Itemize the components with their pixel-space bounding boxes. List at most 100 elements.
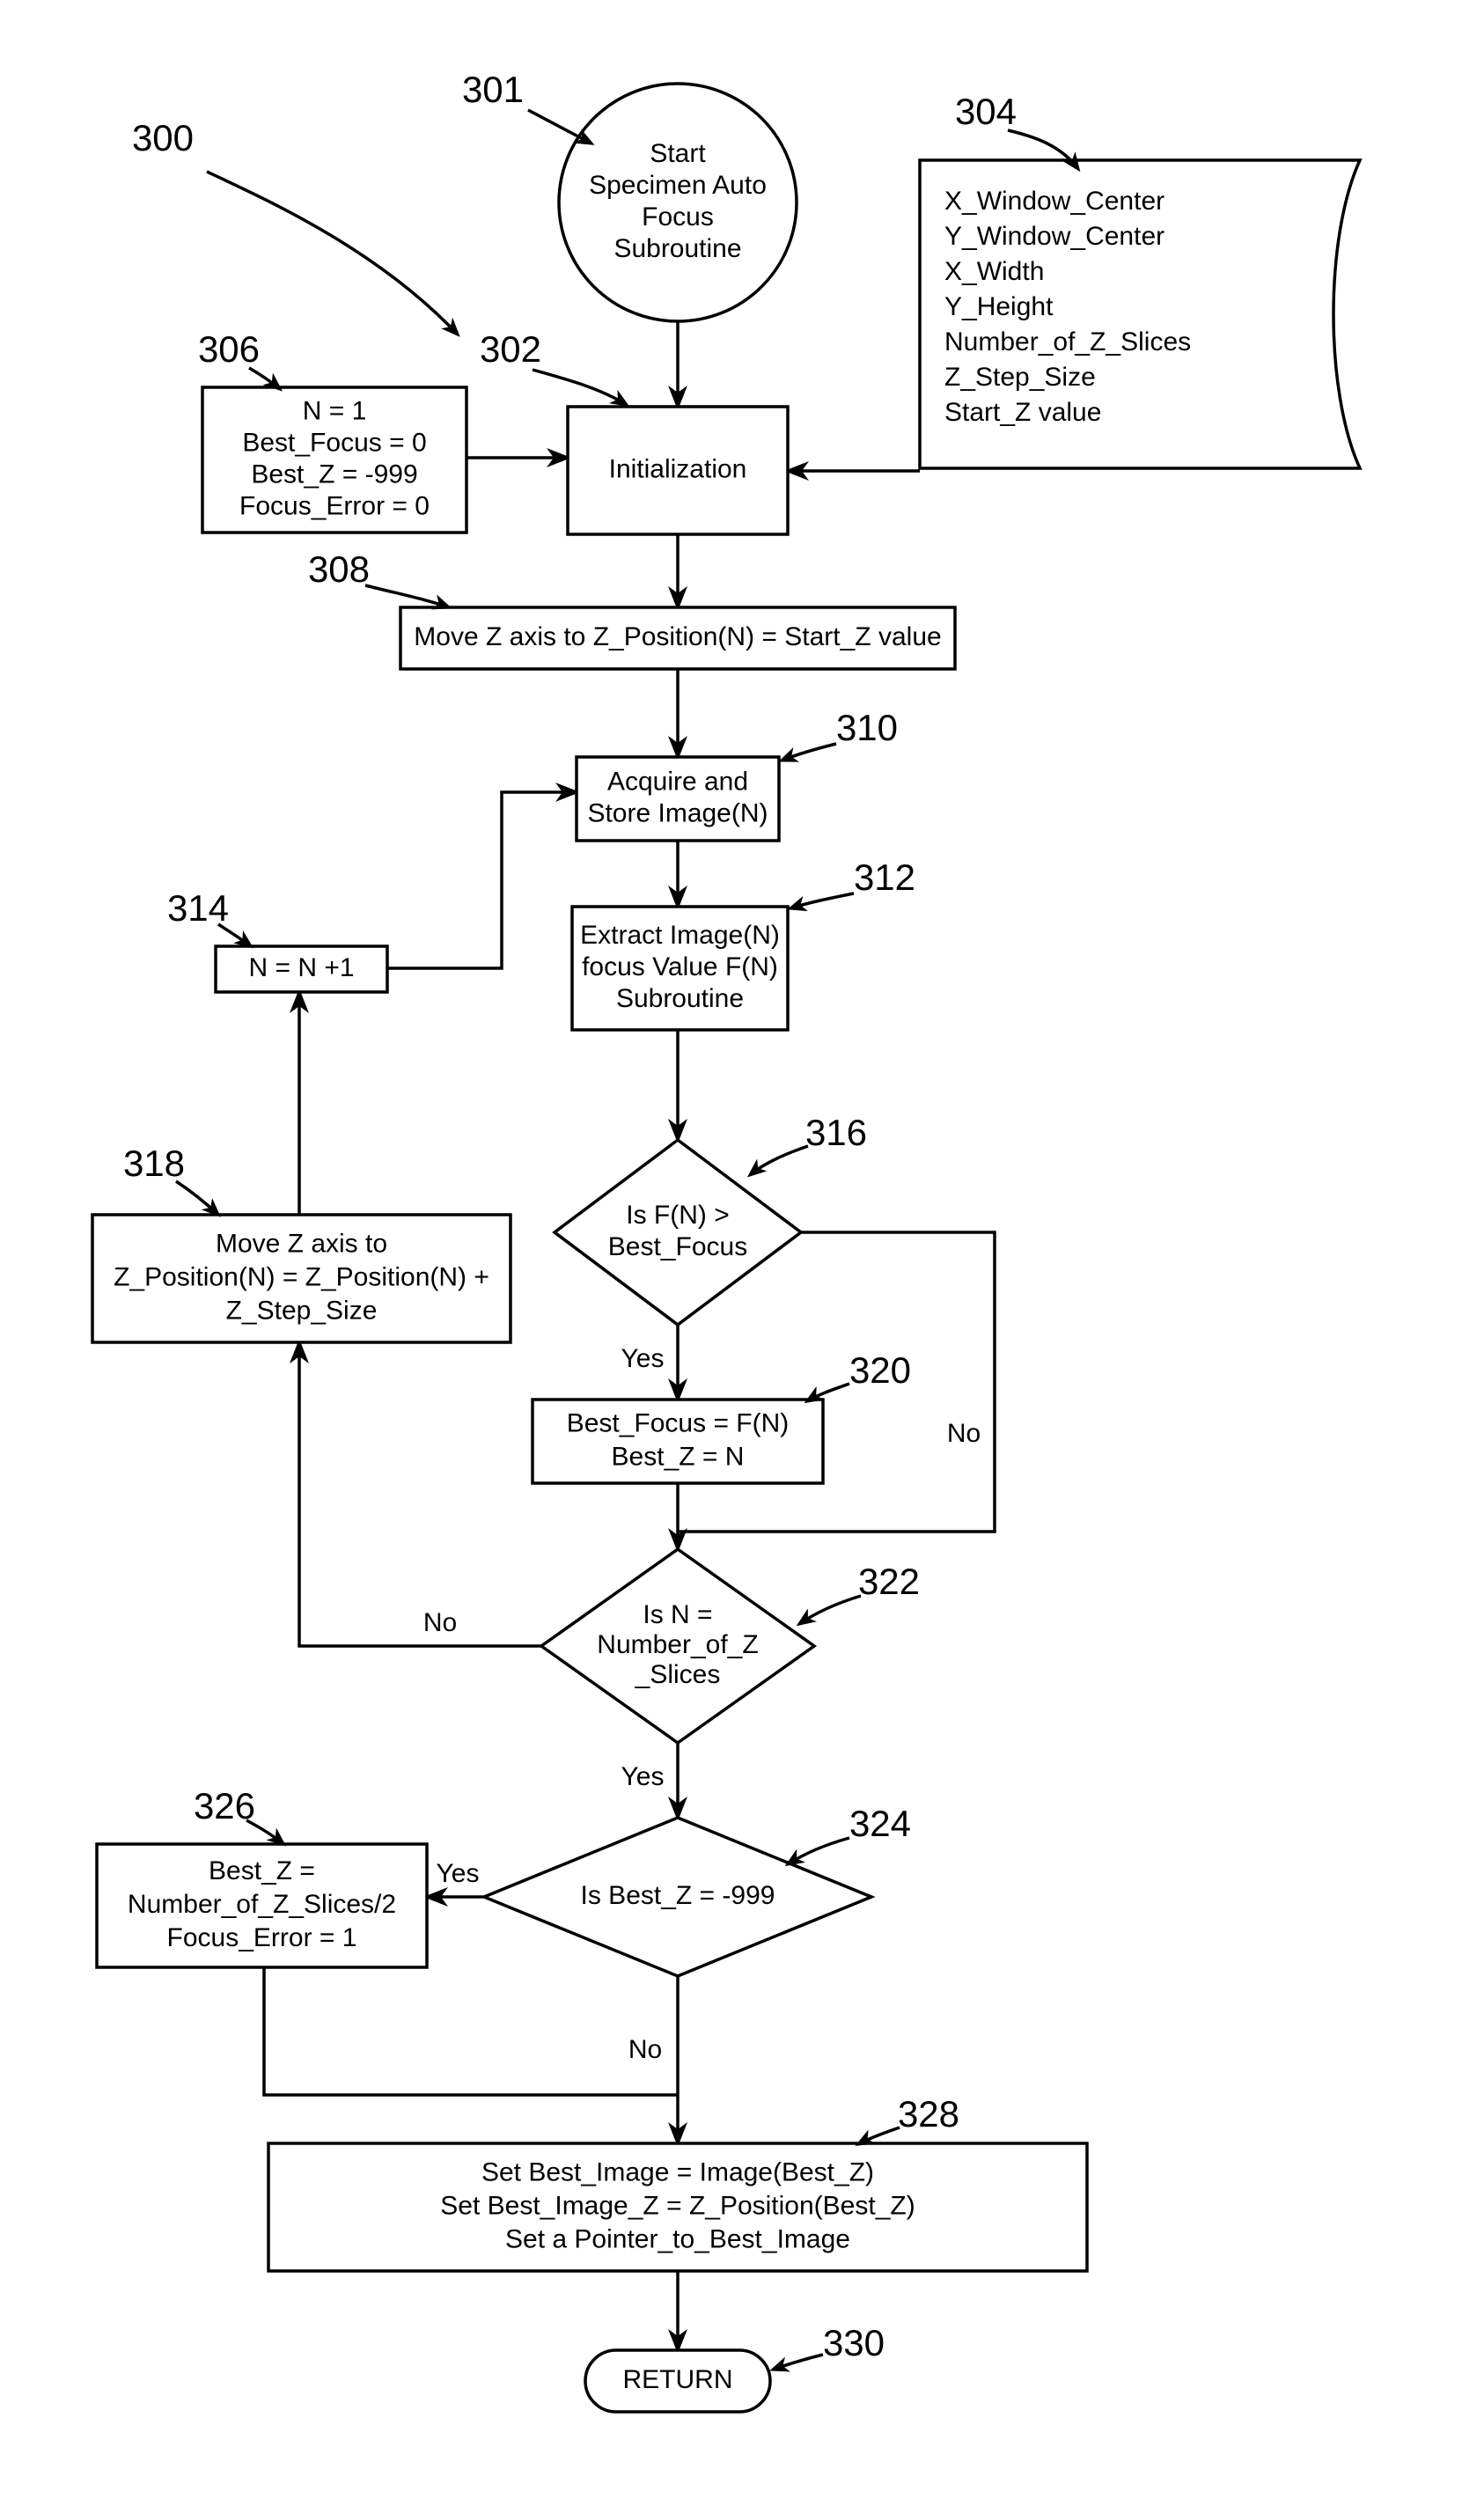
edge-16 — [264, 1967, 678, 2095]
svg-text:N = N +1: N = N +1 — [248, 953, 354, 982]
svg-text:Z_Step_Size: Z_Step_Size — [944, 363, 1096, 392]
svg-text:Focus_Error = 1: Focus_Error = 1 — [167, 1923, 357, 1952]
svg-text:320: 320 — [849, 1349, 911, 1391]
svg-text:318: 318 — [123, 1143, 185, 1184]
svg-text:Extract Image(N): Extract Image(N) — [580, 921, 780, 950]
svg-text:Subroutine: Subroutine — [613, 234, 741, 263]
svg-text:Focus_Error = 0: Focus_Error = 0 — [239, 491, 430, 520]
svg-text:Move Z axis to Z_Position(N) =: Move Z axis to Z_Position(N) = Start_Z v… — [414, 622, 941, 651]
svg-text:X_Width: X_Width — [944, 257, 1044, 286]
node-n328: Set Best_Image = Image(Best_Z) Set Best_I… — [268, 2143, 1087, 2271]
svg-text:Best_Focus: Best_Focus — [608, 1232, 747, 1261]
ref-324: 324 — [788, 1803, 911, 1864]
edge-14: Yes — [427, 1859, 484, 1897]
edge-7: Yes — [621, 1325, 678, 1400]
svg-text:Is F(N) >: Is F(N) > — [626, 1201, 730, 1230]
node-n308: Move Z axis to Z_Position(N) = Start_Z v… — [400, 607, 955, 669]
flowchart-canvas: YesNoYesNoYesNo StartSpecimen AutoFocusS… — [0, 0, 1484, 2506]
svg-text:Best_Focus = F(N): Best_Focus = F(N) — [567, 1408, 790, 1437]
svg-text:No: No — [423, 1608, 457, 1637]
svg-text:326: 326 — [194, 1785, 255, 1826]
svg-text:Set a Pointer_to_Best_Image: Set a Pointer_to_Best_Image — [505, 2224, 850, 2253]
ref-322: 322 — [799, 1561, 920, 1624]
svg-text:Acquire and: Acquire and — [607, 767, 748, 796]
svg-text:Y_Window_Center: Y_Window_Center — [944, 222, 1164, 251]
svg-text:Set Best_Image = Image(Best_Z): Set Best_Image = Image(Best_Z) — [481, 2157, 874, 2186]
svg-text:314: 314 — [167, 887, 229, 929]
svg-text:316: 316 — [805, 1112, 867, 1153]
ref-301: 301 — [462, 69, 591, 143]
ref-302: 302 — [480, 328, 627, 405]
svg-text:Set Best_Image_Z = Z_Position(: Set Best_Image_Z = Z_Position(Best_Z) — [440, 2191, 915, 2220]
nodes-layer: StartSpecimen AutoFocusSubroutineInitial… — [92, 84, 1360, 2412]
ref-314: 314 — [167, 887, 251, 946]
svg-text:RETURN: RETURN — [623, 2365, 733, 2394]
svg-text:No: No — [628, 2035, 662, 2064]
svg-text:306: 306 — [198, 328, 260, 370]
svg-text:Initialization: Initialization — [609, 454, 747, 483]
node-n320: Best_Focus = F(N) Best_Z = N — [533, 1400, 823, 1483]
node-n316: Is F(N) >Best_Focus — [555, 1140, 801, 1325]
svg-text:300: 300 — [132, 117, 194, 158]
svg-text:N = 1: N = 1 — [303, 396, 367, 425]
svg-text:324: 324 — [849, 1803, 911, 1844]
svg-text:310: 310 — [836, 707, 898, 748]
edge-15: No — [628, 1976, 678, 2143]
svg-text:No: No — [947, 1419, 981, 1448]
svg-text:301: 301 — [462, 69, 524, 110]
ref-310: 310 — [782, 707, 898, 761]
svg-text:Is Best_Z = -999: Is Best_Z = -999 — [581, 1881, 775, 1910]
svg-text:Best_Focus = 0: Best_Focus = 0 — [242, 428, 426, 457]
node-n312: Extract Image(N)focus Value F(N) Subrouti… — [572, 907, 788, 1030]
ref-308: 308 — [308, 548, 449, 607]
ref-312: 312 — [790, 856, 915, 908]
svg-text:Store Image(N): Store Image(N) — [587, 798, 768, 827]
svg-text:Subroutine: Subroutine — [616, 984, 744, 1013]
node-n302: Initialization — [568, 407, 788, 534]
ref-326: 326 — [194, 1785, 283, 1844]
svg-text:304: 304 — [955, 91, 1017, 132]
node-n324: Is Best_Z = -999 — [484, 1818, 871, 1976]
svg-text:Number_of_Z_Slices: Number_of_Z_Slices — [944, 327, 1191, 356]
ref-304: 304 — [955, 91, 1078, 169]
node-n301: StartSpecimen AutoFocusSubroutine — [559, 84, 797, 321]
svg-text:328: 328 — [898, 2093, 959, 2135]
svg-text:Best_Z =: Best_Z = — [209, 1856, 315, 1885]
svg-text:_Slices: _Slices — [635, 1660, 721, 1689]
svg-text:Y_Height: Y_Height — [944, 292, 1054, 321]
node-n322: Is N =Number_of_Z_Slices — [541, 1549, 814, 1743]
ref-306: 306 — [198, 328, 280, 389]
node-n318: Move Z axis to Z_Position(N) = Z_Position… — [92, 1215, 511, 1342]
svg-text:Yes: Yes — [621, 1762, 665, 1791]
ref-316: 316 — [750, 1112, 867, 1175]
svg-text:focus Value F(N): focus Value F(N) — [582, 952, 778, 981]
svg-text:Yes: Yes — [437, 1859, 480, 1888]
ref-318: 318 — [123, 1143, 218, 1215]
svg-text:Is N =: Is N = — [643, 1600, 712, 1629]
svg-text:Start: Start — [650, 139, 706, 168]
edge-11: No — [299, 1342, 541, 1646]
node-n310: Acquire andStore Image(N) — [577, 757, 779, 841]
ref-300: 300 — [132, 117, 458, 334]
svg-text:Number_of_Z: Number_of_Z — [597, 1630, 758, 1659]
node-n306: N = 1 Best_Focus = 0Best_Z = -999Focus_Er… — [202, 387, 467, 533]
svg-text:312: 312 — [854, 856, 915, 898]
svg-text:Best_Z = -999: Best_Z = -999 — [251, 459, 417, 489]
svg-text:Z_Position(N) = Z_Position(N): Z_Position(N) = Z_Position(N) + — [114, 1262, 489, 1291]
ref-328: 328 — [858, 2093, 959, 2144]
ref-320: 320 — [807, 1349, 911, 1401]
ref-330: 330 — [773, 2322, 885, 2370]
svg-text:308: 308 — [308, 548, 370, 590]
edge-10: Yes — [621, 1743, 678, 1818]
svg-text:322: 322 — [858, 1561, 920, 1602]
svg-text:302: 302 — [480, 328, 541, 370]
svg-text:Move Z axis to: Move Z axis to — [216, 1229, 387, 1258]
svg-text:Z_Step_Size: Z_Step_Size — [226, 1296, 378, 1325]
svg-text:Best_Z = N: Best_Z = N — [612, 1442, 745, 1471]
svg-text:330: 330 — [823, 2322, 885, 2363]
node-n314: N = N +1 — [216, 946, 387, 992]
svg-text:Focus: Focus — [642, 202, 714, 231]
node-n330: RETURN — [585, 2350, 770, 2412]
svg-text:Start_Z value: Start_Z value — [944, 398, 1101, 427]
svg-text:X_Window_Center: X_Window_Center — [944, 187, 1164, 216]
